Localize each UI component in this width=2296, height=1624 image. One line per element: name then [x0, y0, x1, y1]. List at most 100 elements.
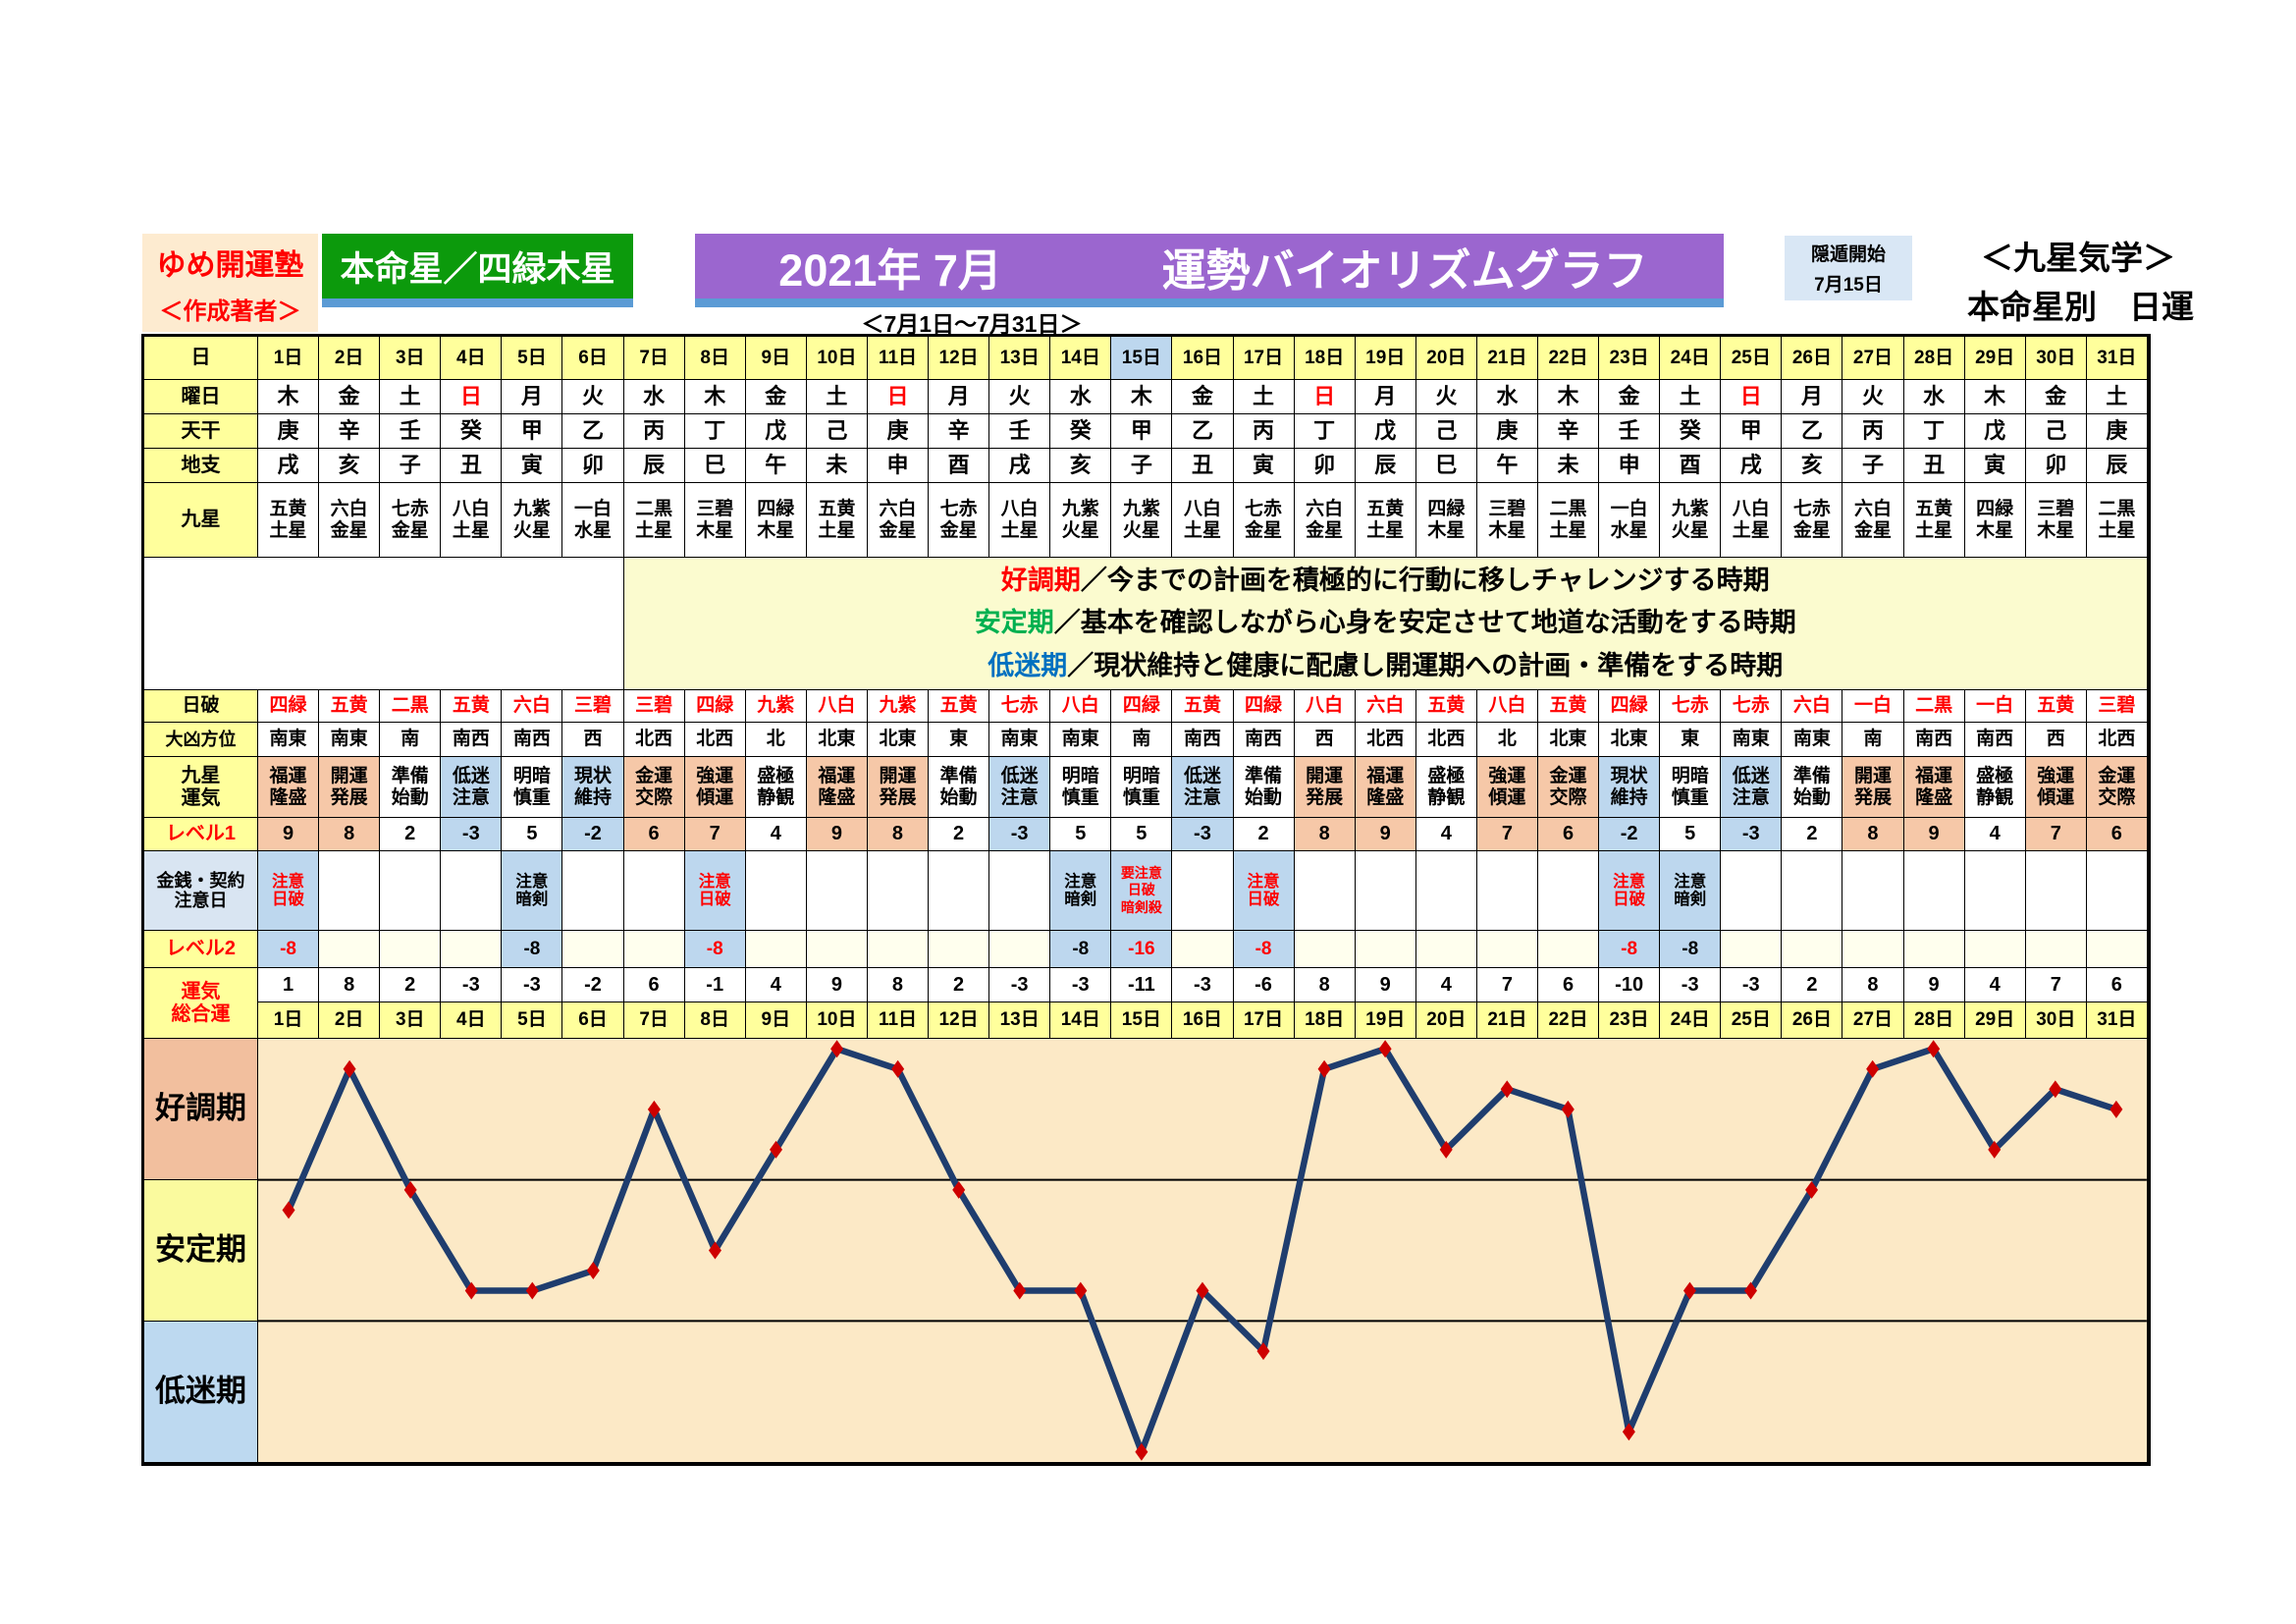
chishi-cell: 戌 — [258, 449, 320, 483]
data-point-marker — [1439, 1140, 1453, 1159]
inton-date: 7月15日 — [1814, 275, 1883, 296]
day-header-cell: 12日 — [929, 337, 990, 380]
data-point-marker — [1378, 1040, 1392, 1058]
chart-plot — [258, 1039, 2148, 1463]
kinsen-cell — [1721, 851, 1783, 931]
chishi-cell: 亥 — [1050, 449, 1112, 483]
day-header-cell: 9日 — [745, 337, 807, 380]
day-header-cell: 16日 — [1172, 337, 1234, 380]
sogo-value-cell: 1 — [258, 968, 320, 1002]
kinsen-cell — [2025, 851, 2087, 931]
level2-cell — [1903, 931, 1965, 968]
sogo-day-cell: 1日 — [258, 1002, 320, 1039]
sogo-day-cell: 29日 — [1964, 1002, 2026, 1039]
kyusei-cell: 八白 土星 — [1172, 483, 1234, 558]
nippa-cell: 八白 — [1476, 690, 1538, 723]
sogo-day-cell: 4日 — [441, 1002, 503, 1039]
unki-cell: 開運 発展 — [319, 757, 381, 818]
level2-cell — [380, 931, 442, 968]
level1-cell: 4 — [745, 818, 807, 851]
weekday-cell: 火 — [1842, 380, 1904, 414]
school-line1: ＜九星気学＞ — [1981, 240, 2175, 276]
chishi-cell: 申 — [867, 449, 930, 483]
note-zone-label: 好調期 — [1000, 566, 1081, 596]
level2-cell: -8 — [1233, 931, 1295, 968]
level1-cell: 2 — [929, 818, 990, 851]
level1-cell: 7 — [2025, 818, 2087, 851]
tenkan-cell: 乙 — [562, 414, 624, 449]
nippa-cell: 五黄 — [2025, 690, 2087, 723]
sogo-day-cell: 15日 — [1111, 1002, 1173, 1039]
nippa-cell: 四緑 — [1233, 690, 1295, 723]
chishi-cell: 未 — [806, 449, 868, 483]
chishi-cell: 亥 — [1782, 449, 1843, 483]
sogo-value-cell: -3 — [1172, 968, 1234, 1002]
chishi-cell: 午 — [745, 449, 807, 483]
kyusei-cell: 八白 土星 — [989, 483, 1051, 558]
kyusei-cell: 六白 金星 — [319, 483, 381, 558]
day-header-cell: 28日 — [1903, 337, 1965, 380]
sogo-day-cell: 26日 — [1782, 1002, 1843, 1039]
level1-cell: 7 — [1476, 818, 1538, 851]
daikyo-cell: 北 — [1476, 723, 1538, 757]
sogo-day-cell: 20日 — [1415, 1002, 1477, 1039]
sogo-day-cell: 30日 — [2025, 1002, 2087, 1039]
unki-cell: 金運 交際 — [2086, 757, 2148, 818]
level2-cell — [1172, 931, 1234, 968]
data-point-marker — [525, 1281, 539, 1300]
sogo-day-cell: 6日 — [562, 1002, 624, 1039]
level2-cell — [2086, 931, 2148, 968]
data-point-marker — [1927, 1040, 1941, 1058]
row-label-weekday: 曜日 — [144, 380, 258, 414]
tenkan-cell: 戊 — [745, 414, 807, 449]
chishi-cell: 丑 — [1172, 449, 1234, 483]
kinsen-cell: 要注意 日破 暗剣殺 — [1111, 851, 1173, 931]
weekday-cell: 土 — [806, 380, 868, 414]
sogo-value-cell: -2 — [562, 968, 624, 1002]
level1-cell: 5 — [1660, 818, 1722, 851]
day-header-cell: 6日 — [562, 337, 624, 380]
level2-cell — [1294, 931, 1356, 968]
chishi-cell: 卯 — [2025, 449, 2087, 483]
weekday-cell: 木 — [684, 380, 746, 414]
title-year-month: 2021年 7月 — [778, 244, 1002, 296]
day-header-cell: 2日 — [319, 337, 381, 380]
data-point-marker — [464, 1281, 478, 1300]
level2-cell — [562, 931, 624, 968]
sogo-value-cell: -3 — [989, 968, 1051, 1002]
zone-label-3: 低迷期 — [144, 1322, 258, 1463]
nippa-cell: 四緑 — [1111, 690, 1173, 723]
level2-cell — [623, 931, 685, 968]
kyusei-cell: 八白 土星 — [441, 483, 503, 558]
data-point-marker — [1866, 1059, 1880, 1078]
kyusei-cell: 三碧 木星 — [2025, 483, 2087, 558]
unki-cell: 低迷 注意 — [441, 757, 503, 818]
chishi-cell: 酉 — [1660, 449, 1722, 483]
nippa-cell: 五黄 — [319, 690, 381, 723]
note-zone-label: 低迷期 — [988, 650, 1068, 680]
weekday-cell: 火 — [989, 380, 1051, 414]
sogo-value-cell: -3 — [1050, 968, 1112, 1002]
day-header-cell: 25日 — [1721, 337, 1783, 380]
daikyo-cell: 北東 — [806, 723, 868, 757]
sogo-day-cell: 19日 — [1355, 1002, 1416, 1039]
sogo-day-cell: 13日 — [989, 1002, 1051, 1039]
level1-cell: 8 — [1294, 818, 1356, 851]
chishi-cell: 午 — [1476, 449, 1538, 483]
nippa-cell: 五黄 — [1415, 690, 1477, 723]
unki-cell: 準備 始動 — [1782, 757, 1843, 818]
sogo-day-cell: 25日 — [1721, 1002, 1783, 1039]
nippa-cell: 五黄 — [929, 690, 990, 723]
row-label-sogo: 運気 総合運 — [144, 968, 258, 1039]
row-label-kinsen: 金銭・契約 注意日 — [144, 851, 258, 931]
kinsen-cell — [380, 851, 442, 931]
title-underline — [695, 298, 1724, 307]
level2-cell — [441, 931, 503, 968]
weekday-cell: 月 — [929, 380, 990, 414]
daikyo-cell: 南西 — [1964, 723, 2026, 757]
kyusei-cell: 六白 金星 — [1842, 483, 1904, 558]
tenkan-cell: 甲 — [502, 414, 563, 449]
level1-cell: 9 — [1903, 818, 1965, 851]
kinsen-cell: 注意 日破 — [1599, 851, 1661, 931]
